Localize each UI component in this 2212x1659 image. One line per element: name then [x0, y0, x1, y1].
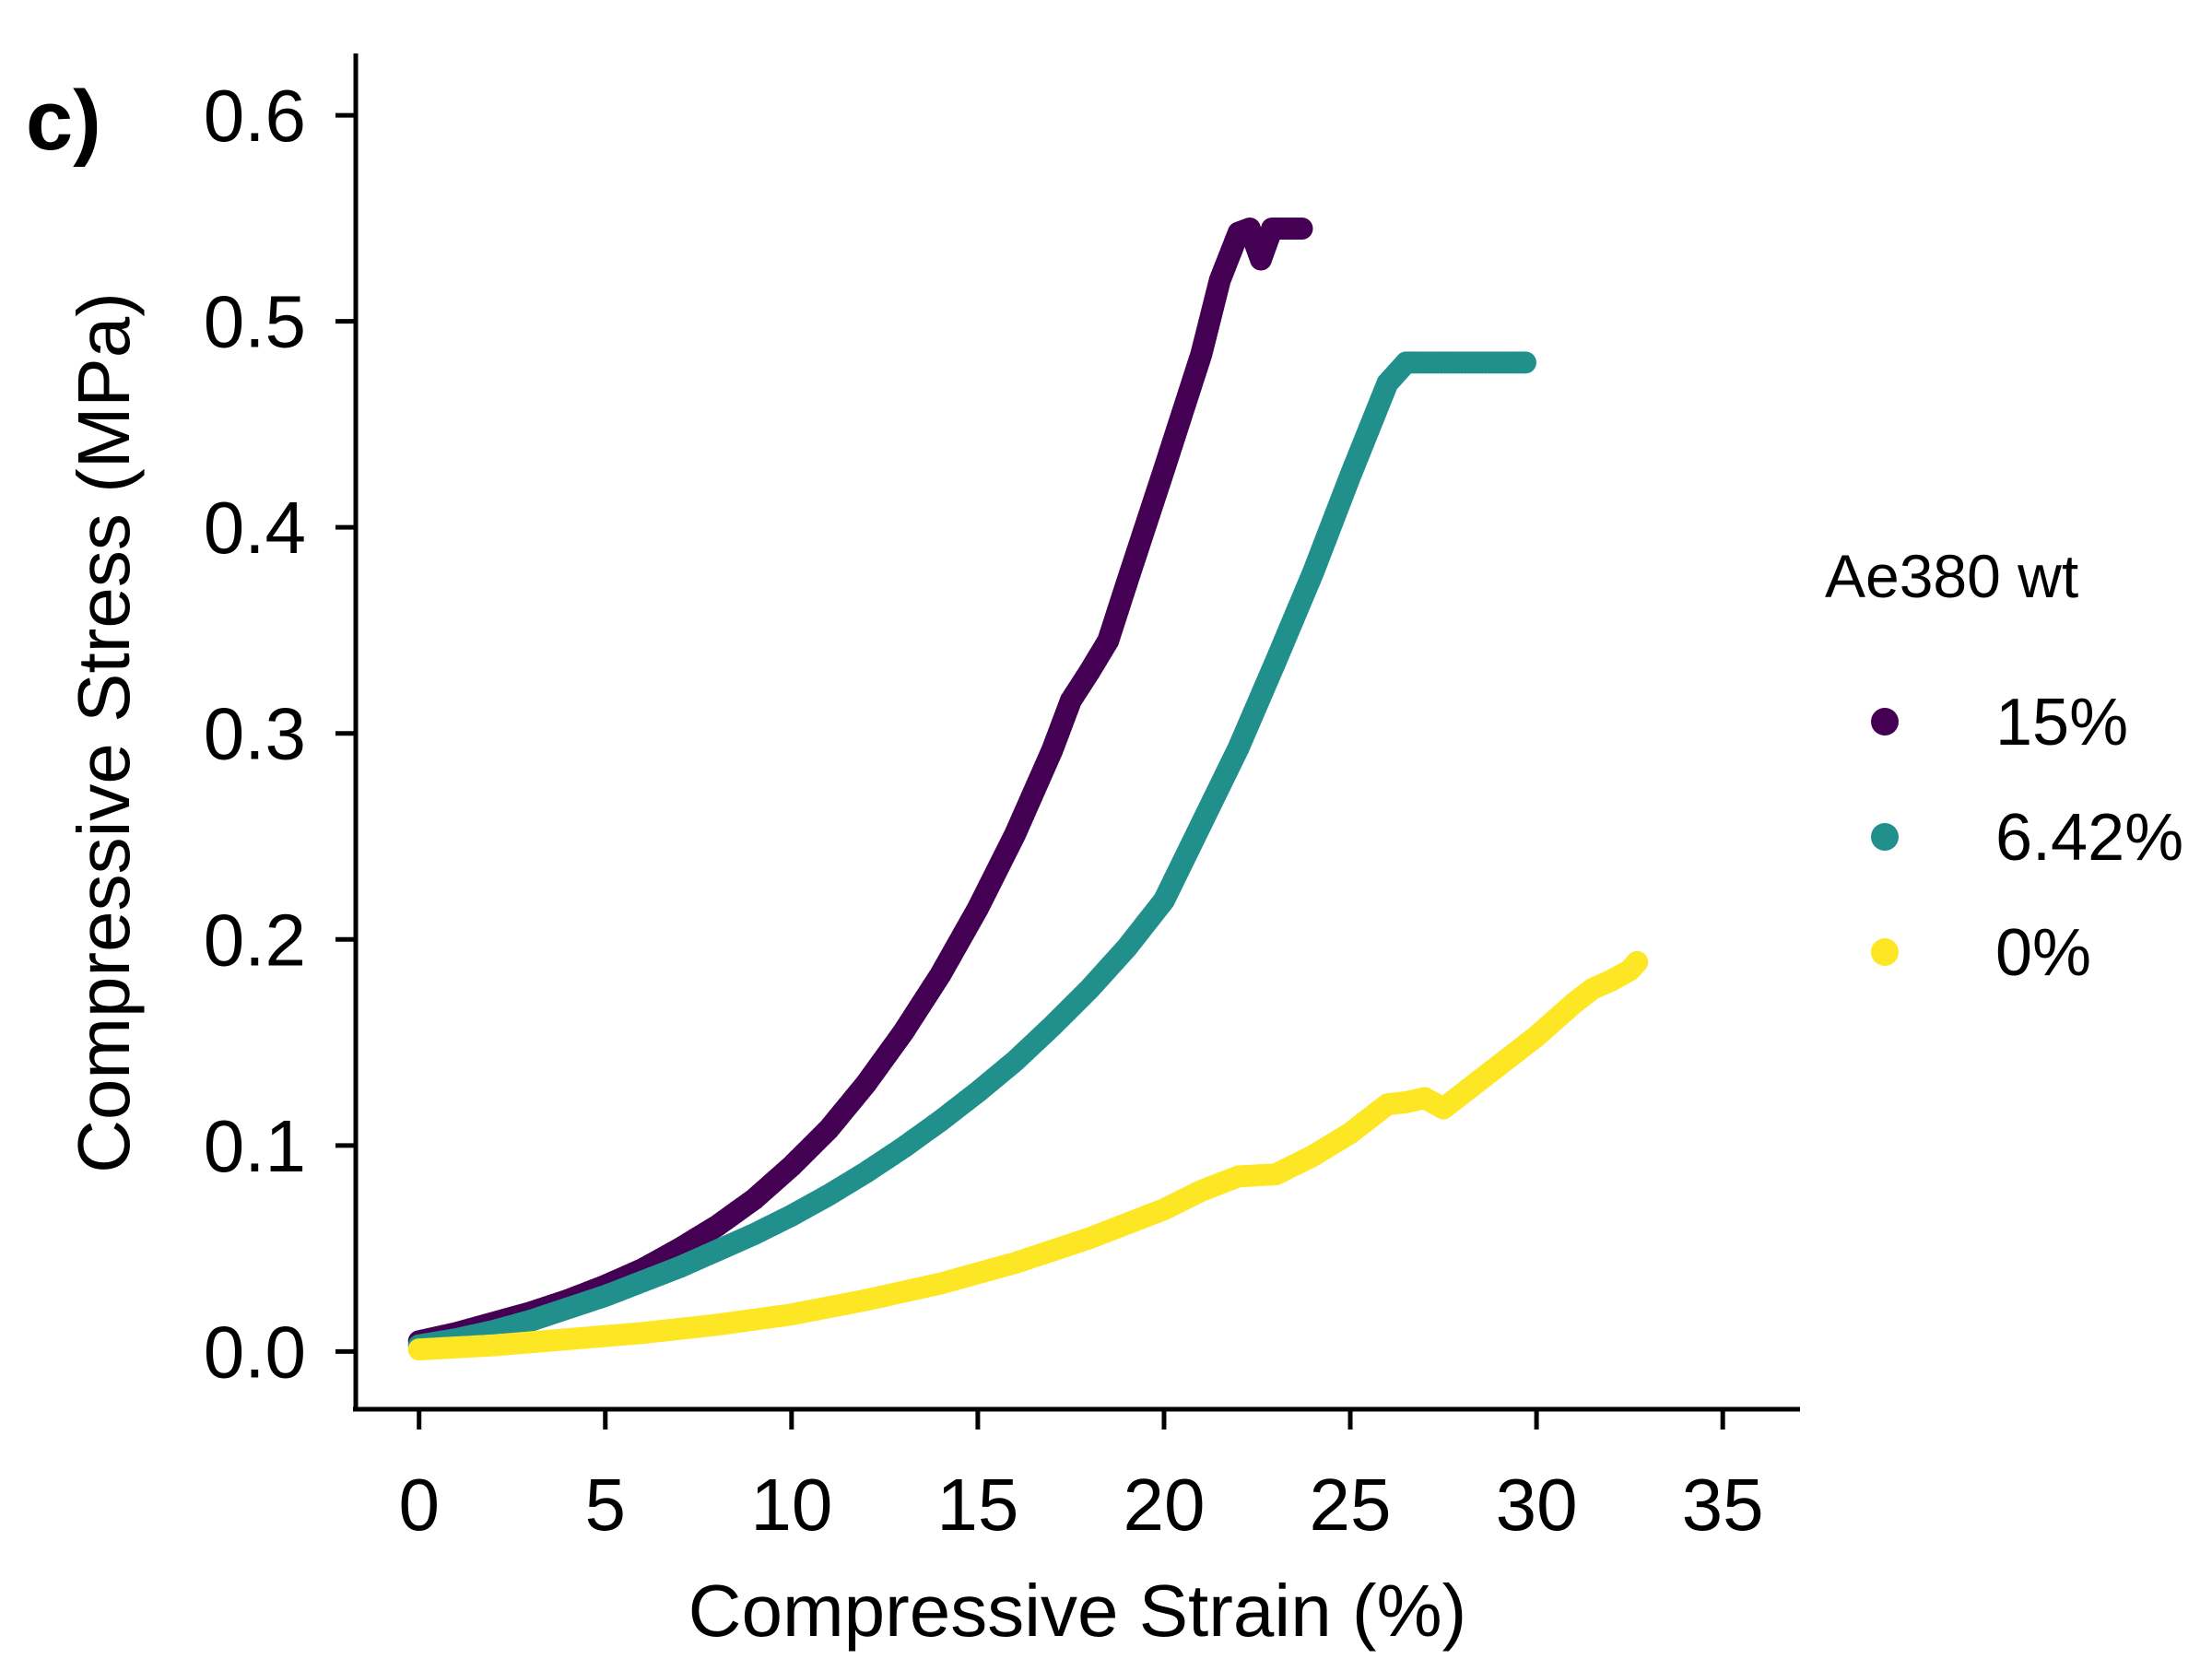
plot-area [407, 218, 1649, 1361]
x-tick-label: 10 [750, 1464, 832, 1546]
x-tick-label: 20 [1123, 1464, 1205, 1546]
y-tick-label: 0.4 [204, 487, 306, 569]
y-tick-label: 0.6 [204, 75, 306, 157]
x-tick-label: 5 [585, 1464, 627, 1546]
legend-swatch [1871, 823, 1899, 851]
panel-label: c) [26, 74, 101, 168]
y-tick-label: 0.3 [204, 693, 306, 775]
legend-title: Ae380 wt [1825, 542, 2078, 610]
y-axis-ticks: 0.0 0.1 0.2 0.3 0.4 0.5 0.6 [204, 75, 356, 1393]
legend-item: 0% [1871, 916, 2091, 990]
y-tick-label: 0.5 [204, 281, 306, 363]
legend-swatch [1871, 708, 1899, 735]
legend-swatch [1871, 938, 1899, 966]
legend: Ae380 wt 15% 6.42% 0% [1825, 542, 2183, 990]
series-2 [407, 950, 1649, 1361]
data-point [1626, 950, 1649, 973]
x-tick-label: 30 [1496, 1464, 1578, 1546]
legend-label: 0% [1995, 916, 2091, 990]
y-tick-label: 0.1 [204, 1105, 306, 1187]
y-tick-label: 0.0 [204, 1311, 306, 1393]
x-axis-label: Compressive Strain (%) [688, 1570, 1467, 1652]
legend-label: 6.42% [1995, 801, 2183, 875]
legend-item: 6.42% [1871, 801, 2183, 875]
legend-item: 15% [1871, 686, 2128, 759]
x-tick-label: 25 [1310, 1464, 1392, 1546]
series-1 [407, 351, 1536, 1357]
x-tick-label: 0 [398, 1464, 440, 1546]
y-tick-label: 0.2 [204, 899, 306, 981]
x-axis-ticks: 0 5 10 15 20 25 30 35 [398, 1409, 1764, 1546]
data-point [1513, 351, 1536, 374]
legend-label: 15% [1995, 686, 2128, 759]
y-axis-label: Compressive Stress (MPa) [63, 292, 145, 1173]
x-tick-label: 35 [1682, 1464, 1764, 1546]
x-tick-label: 15 [936, 1464, 1018, 1546]
data-point [1290, 218, 1313, 241]
